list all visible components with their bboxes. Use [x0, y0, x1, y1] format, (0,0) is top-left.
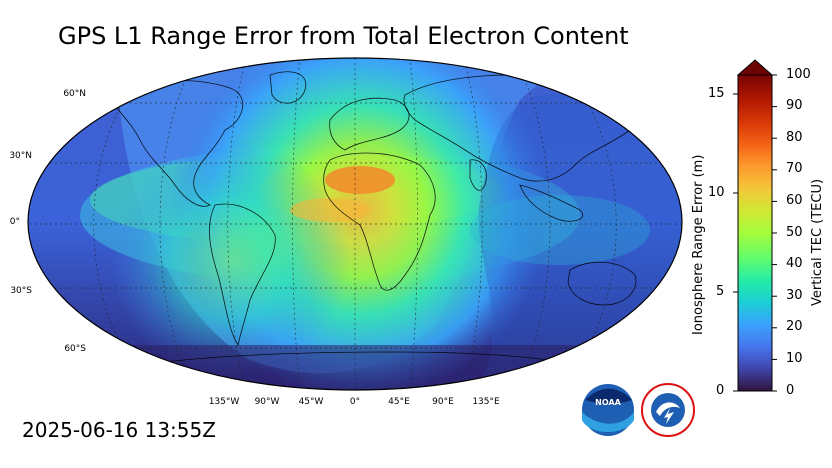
- tec-tick-50: 50: [786, 225, 803, 240]
- lat-label-30s: 30°S: [10, 286, 32, 296]
- range-tick-0: 0: [716, 383, 725, 398]
- globe-outline: [27, 57, 683, 391]
- colorbar-extend-triangle: [736, 59, 774, 76]
- lon-label-90w: 90°W: [254, 397, 280, 407]
- tec-tick-20: 20: [786, 319, 803, 334]
- lon-label-90e: 90°E: [432, 397, 454, 407]
- range-error-axis-label: Ionosphere Range Error (m): [691, 154, 706, 335]
- lon-label-0: 0°: [349, 397, 361, 407]
- tec-tick-90: 90: [786, 98, 803, 113]
- tec-tick-70: 70: [786, 161, 803, 176]
- lon-label-45e: 45°E: [388, 397, 410, 407]
- colorbar: [733, 59, 777, 392]
- tec-map: [28, 58, 682, 390]
- lon-label-45w: 45°W: [298, 397, 324, 407]
- tec-tick-10: 10: [786, 351, 803, 366]
- nws-logo: [641, 383, 695, 437]
- noaa-logo: NOAA: [582, 384, 634, 436]
- range-tick-15: 15: [708, 86, 725, 101]
- lat-label-60n: 60°N: [63, 89, 86, 99]
- lon-label-135e: 135°E: [472, 397, 500, 407]
- range-tick-5: 5: [716, 284, 725, 299]
- lat-label-0: 0°: [9, 217, 20, 227]
- tec-tick-80: 80: [786, 130, 803, 145]
- lon-label-135w: 135°W: [208, 397, 240, 407]
- noaa-logo-text: NOAA: [595, 398, 621, 407]
- lat-label-60s: 60°S: [64, 344, 86, 354]
- tec-tick-0: 0: [786, 383, 795, 398]
- tec-tick-100: 100: [786, 67, 811, 82]
- timestamp: 2025-06-16 13:55Z: [22, 418, 216, 442]
- lat-label-30n: 30°N: [9, 151, 32, 161]
- tec-tick-60: 60: [786, 193, 803, 208]
- tec-tick-30: 30: [786, 288, 803, 303]
- range-tick-10: 10: [708, 185, 725, 200]
- vertical-tec-axis-label: Vertical TEC (TECU): [810, 178, 825, 306]
- tec-tick-40: 40: [786, 256, 803, 271]
- map-title: GPS L1 Range Error from Total Electron C…: [58, 22, 629, 50]
